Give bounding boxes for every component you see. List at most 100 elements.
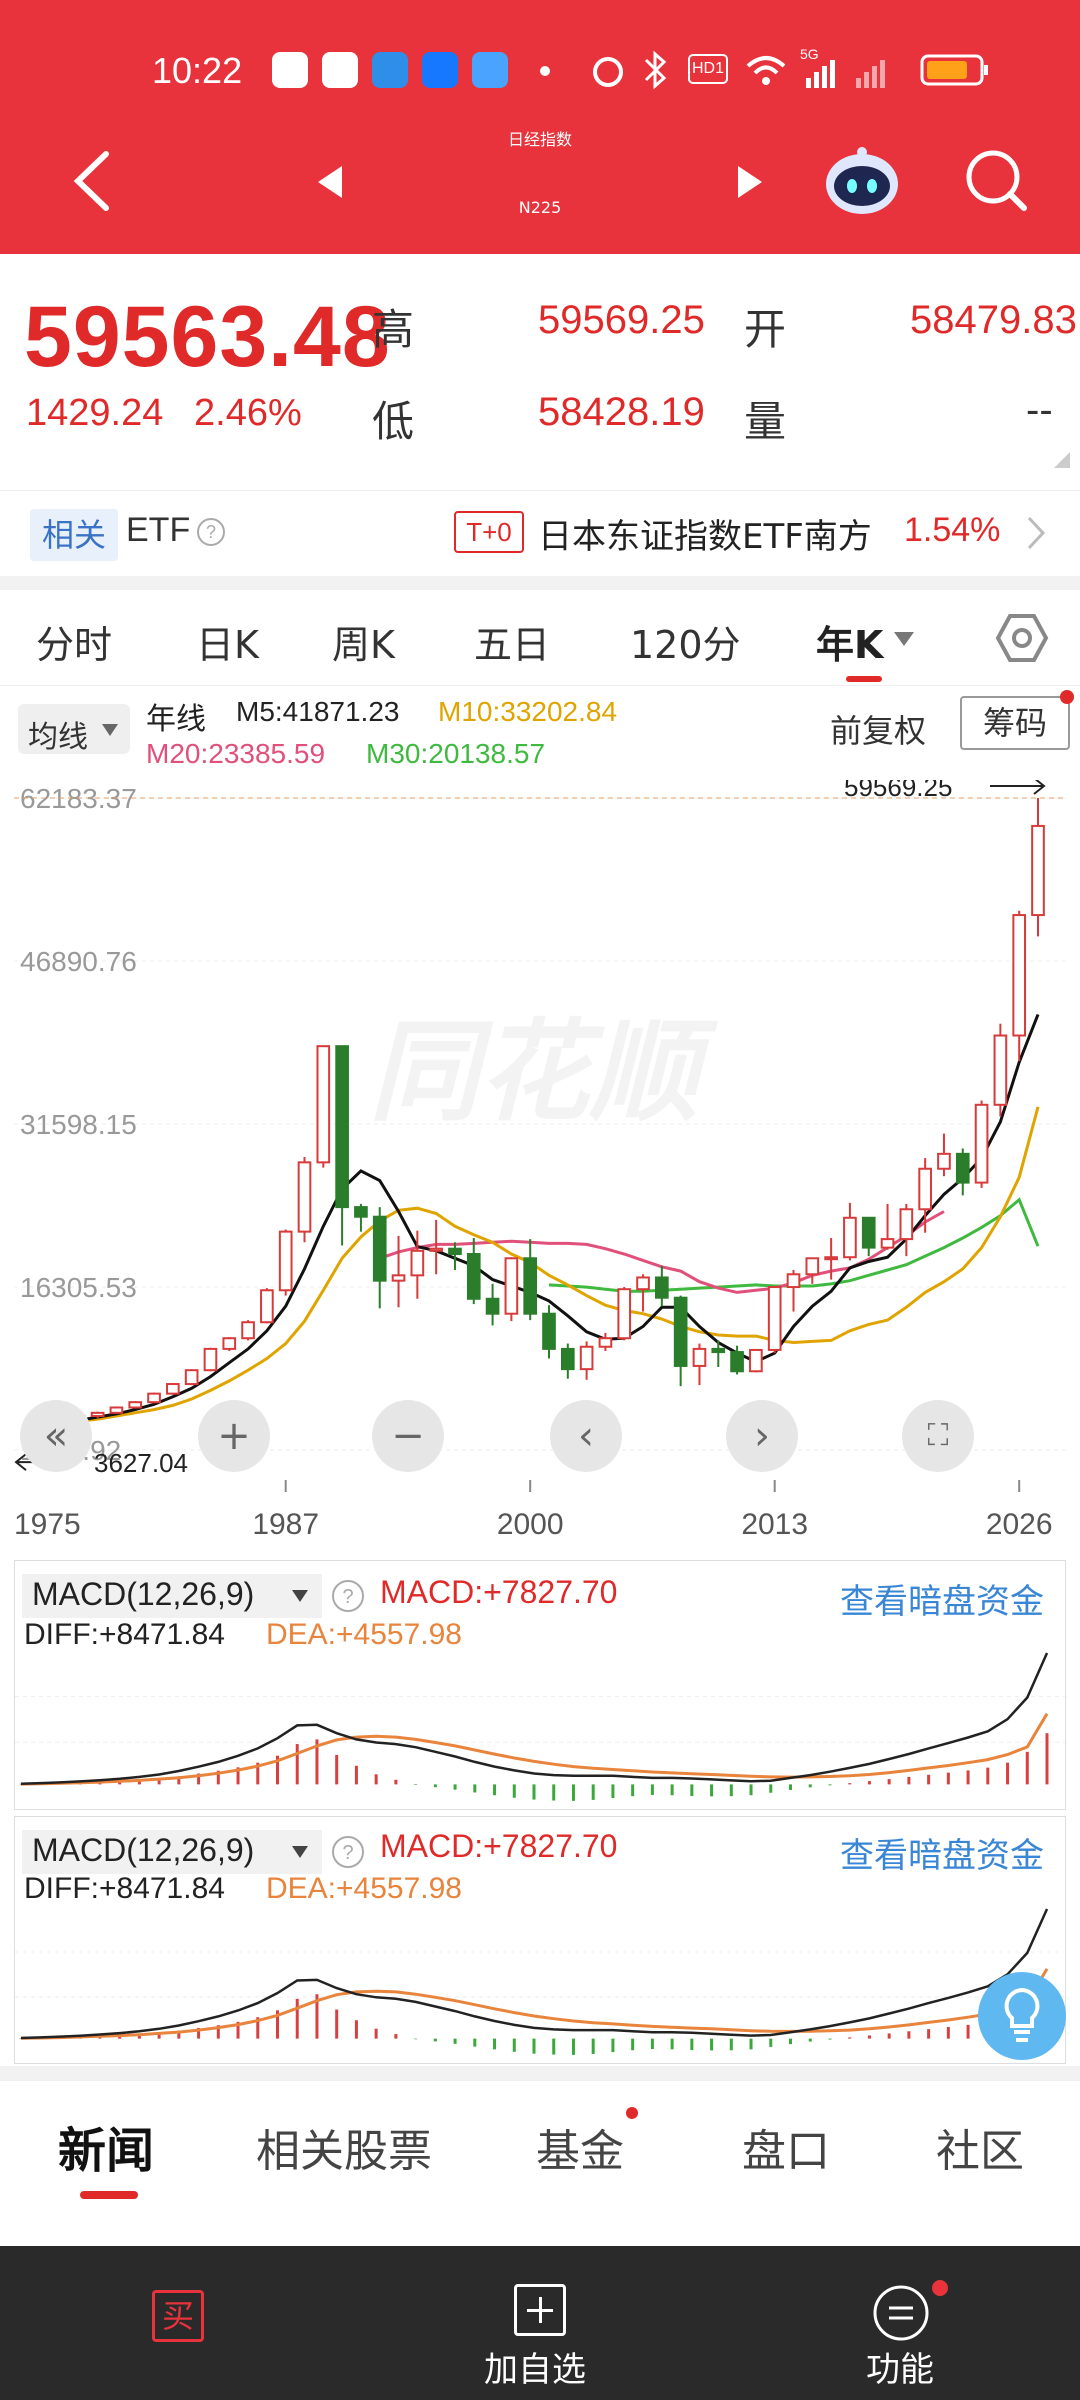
chart-background	[14, 780, 1066, 1480]
settings-hexagon-icon[interactable]	[994, 610, 1050, 666]
candle-body	[335, 1045, 349, 1209]
help-icon[interactable]: ?	[330, 1834, 366, 1870]
price-change: 1429.24	[26, 392, 164, 434]
diff-line	[20, 1908, 1049, 2040]
alipay-icon	[422, 52, 458, 88]
dark-pool-link[interactable]: 查看暗盘资金	[840, 1836, 1044, 1876]
caret-down-icon	[292, 1590, 308, 1602]
period-tabs: 分时 日K 周K 五日 120分 年K	[0, 590, 1080, 686]
macd-value: MACD:+7827.70	[380, 1828, 618, 1864]
candle-body	[372, 1215, 387, 1282]
active-tab-indicator	[846, 676, 882, 682]
tab-120min[interactable]: 120分	[630, 623, 741, 667]
tab-funds[interactable]: 基金	[536, 2126, 624, 2177]
ma5-value: M5:41871.23	[236, 696, 400, 727]
ma-dropdown[interactable]: 均线	[18, 704, 130, 755]
volume-value: --	[1026, 388, 1053, 432]
wifi-icon	[746, 56, 786, 85]
related-etf-bar[interactable]: 相关 ETF ? T+0 日本东证指数ETF南方 1.54%	[0, 490, 1080, 576]
zoom-out-button[interactable]: −	[372, 1400, 444, 1472]
candle-body	[504, 1257, 519, 1315]
notification-dot	[1060, 690, 1074, 704]
add-watchlist-icon[interactable]	[514, 2284, 566, 2336]
help-icon[interactable]: ?	[196, 517, 226, 547]
lightbulb-tip-icon[interactable]	[976, 1970, 1068, 2062]
tab-yearly-k[interactable]: 年K	[816, 623, 884, 667]
content-tabs: 新闻 相关股票 基金 盘口 社区	[0, 2080, 1080, 2199]
app-notification-icon-2	[322, 52, 358, 88]
buy-button[interactable]: 买	[152, 2290, 204, 2342]
etf-name: 日本东证指数ETF南方	[538, 517, 872, 557]
candle-body	[429, 1247, 443, 1252]
candle-body	[241, 1321, 255, 1340]
tab-weekly-k[interactable]: 周K	[332, 623, 395, 667]
y-tick-label: 31598.15	[20, 1109, 137, 1140]
candle-body	[636, 1276, 650, 1291]
candle-body	[466, 1253, 481, 1300]
candle-body	[184, 1369, 199, 1386]
candle-body	[730, 1351, 744, 1373]
tab-order-book[interactable]: 盘口	[742, 2126, 830, 2177]
macd-selector-1[interactable]: MACD(12,26,9)	[22, 1574, 322, 1618]
candle-body	[974, 1103, 989, 1184]
candle-body	[1031, 824, 1045, 917]
candle-body	[128, 1401, 143, 1409]
battery-icon	[920, 54, 988, 86]
add-watchlist-label[interactable]: 加自选	[484, 2350, 586, 2390]
adjust-mode-label[interactable]: 前复权	[830, 712, 927, 750]
tab-news[interactable]: 新闻	[58, 2123, 155, 2179]
zoom-in-button[interactable]: +	[198, 1400, 270, 1472]
tab-related-stocks[interactable]: 相关股票	[256, 2126, 432, 2177]
candle-body	[918, 1167, 932, 1211]
candle-body	[147, 1392, 161, 1404]
search-icon[interactable]	[964, 148, 1030, 214]
candle-body	[899, 1208, 914, 1241]
function-menu-icon[interactable]	[872, 2284, 930, 2342]
candle-body	[260, 1289, 274, 1324]
help-icon[interactable]: ?	[330, 1578, 366, 1614]
candle-body	[786, 1273, 801, 1289]
tab-community[interactable]: 社区	[936, 2126, 1024, 2177]
candle-body	[222, 1337, 237, 1350]
x-tick-label: 2013	[741, 1508, 808, 1541]
candlestick-chart[interactable]: 62183.3746890.7631598.1516305.531012.92同…	[14, 780, 1066, 1480]
x-tick-label: 1975	[14, 1508, 81, 1541]
svg-text:?: ?	[342, 1586, 353, 1608]
expand-corner-icon[interactable]	[1052, 450, 1072, 470]
stock-code: N225	[518, 198, 562, 217]
tab-intraday[interactable]: 分时	[36, 623, 113, 667]
notification-dot	[932, 2280, 948, 2296]
open-value: 58479.83	[910, 298, 1077, 342]
etf-change-percent: 1.54%	[904, 511, 1001, 549]
weather-icon	[472, 52, 508, 88]
scroll-right-button[interactable]: ›	[726, 1400, 798, 1472]
candle-body	[278, 1230, 293, 1292]
function-label[interactable]: 功能	[866, 2350, 934, 2390]
robot-assistant-icon[interactable]	[822, 144, 902, 216]
scroll-start-button[interactable]: «	[20, 1400, 92, 1472]
candle-body	[166, 1383, 180, 1395]
x-tick-label: 2026	[986, 1508, 1053, 1541]
ma5-line	[59, 1013, 1040, 1424]
separator	[0, 2066, 1080, 2080]
high-marker-label: 59569.25	[844, 780, 952, 802]
telegram-icon	[372, 52, 408, 88]
svg-text:?: ?	[342, 1842, 353, 1864]
prev-stock-icon[interactable]	[316, 164, 344, 200]
ma30-value: M30:20138.57	[366, 738, 546, 769]
period-label: 年线	[146, 702, 206, 737]
macd-selector-2[interactable]: MACD(12,26,9)	[22, 1830, 322, 1874]
high-label: 高	[372, 305, 415, 354]
dark-pool-link[interactable]: 查看暗盘资金	[840, 1582, 1044, 1622]
back-icon[interactable]	[72, 150, 112, 212]
chips-button[interactable]: 筹码	[960, 696, 1070, 750]
candle-body	[523, 1257, 538, 1315]
fullscreen-button[interactable]: ⛶	[902, 1400, 974, 1472]
tab-daily-k[interactable]: 日K	[196, 623, 259, 667]
tab-five-day[interactable]: 五日	[474, 623, 551, 667]
x-tick-label: 1987	[252, 1508, 319, 1541]
scroll-left-button[interactable]: ‹	[550, 1400, 622, 1472]
candle-body	[955, 1152, 970, 1184]
macd-chart-1	[15, 1652, 1067, 1801]
next-stock-icon[interactable]	[736, 164, 764, 200]
